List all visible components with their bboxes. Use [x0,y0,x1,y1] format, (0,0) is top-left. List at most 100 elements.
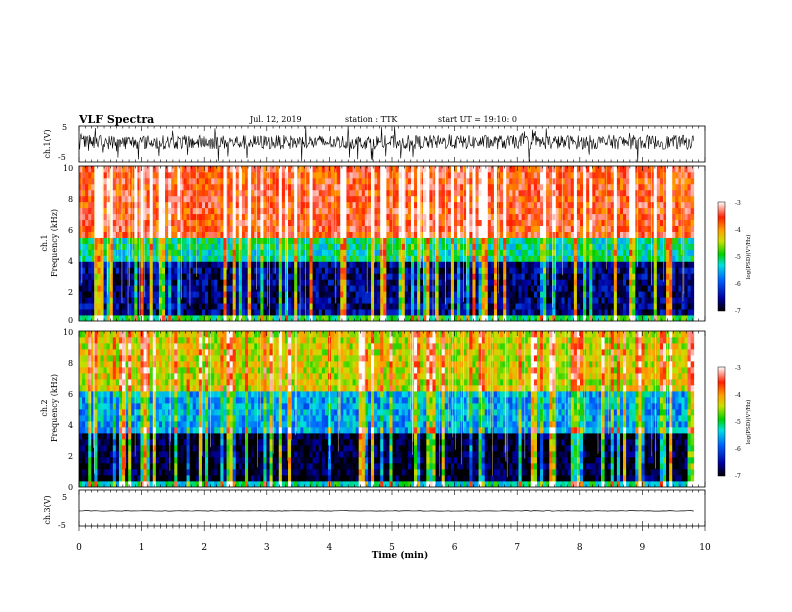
ch1-spectrogram-cell [521,207,526,215]
ch1-spectrogram-cell [607,261,612,268]
ch1-spectrogram-cell [650,303,655,310]
ch1-spectrogram-cell [586,195,590,203]
ch1-spectrogram-cell [549,291,553,298]
ch1-spectrogram-cell [457,303,461,310]
ch1-spectrogram-cell [395,279,400,286]
ch1-spectrogram-cell [524,243,529,250]
ch1-spectrogram-cell [186,255,191,262]
ch1-spectrogram-cell [552,315,556,321]
ch1-spectrogram-cell [564,166,569,173]
ch1-spectrogram-cell [561,219,566,227]
ch1-spectrogram-cell [515,237,519,244]
ch1-spectrogram-cell [146,297,151,304]
ch1-spectrogram-cell [626,237,630,244]
ch1-spectrogram-cell [251,219,255,227]
ch1-spectrogram-cell [595,171,599,179]
ch1-spectrogram-cell [460,231,464,238]
ch1-spectrogram-cell [524,225,529,232]
ch1-spectrogram-cell [177,261,181,268]
ch1-spectrogram-cell [414,207,418,215]
ch1-spectrogram-cell [297,231,301,238]
ch1-spectrogram-cell [653,201,658,209]
ch1-spectrogram-cell [604,315,609,321]
ch1-spectrogram-cell [174,309,178,316]
ch1-spectrogram-cell [238,255,243,262]
ch1-spectrogram-cell [410,303,415,310]
ch1-spectrogram-cell [457,177,461,185]
ch1-spectrogram-cell [469,177,473,185]
ch1-spectrogram-cell [429,291,433,298]
ch1-spectrogram-cell [294,285,298,292]
ch1-spectrogram-cell [589,285,593,292]
ch1-spectrogram-cell [321,195,326,203]
ch1-spectrogram-cell [174,303,178,310]
ch1-spectrogram-cell [377,225,381,232]
ch1-spectrogram-cell [235,267,240,274]
ch1-spectrogram-cell [484,219,489,227]
ch1-spectrogram-cell [395,249,400,256]
ch1-spectrogram-cell [607,207,612,215]
ch1-spectrogram-cell [420,261,424,268]
ch1-spectrogram-cell [589,267,593,274]
ch1-spectrogram-cell [306,267,310,274]
ch1-spectrogram-cell [536,177,541,185]
ch1-spectrogram-cell [644,303,649,310]
ch1-spectrogram-cell [500,201,504,209]
ch1-spectrogram-cell [601,291,605,298]
ch1-spectrogram-cell [524,303,529,310]
ch1-spectrogram-cell [629,315,633,321]
ch1-spectrogram-cell [106,267,111,274]
ch1-spectrogram-cell [349,261,353,268]
ch1-spectrogram-cell [278,285,283,292]
ch1-spectrogram-cell [85,267,89,274]
ch1-spectrogram-cell [134,177,138,185]
ch1-spectrogram-cell [318,297,323,304]
ch1-spectrogram-cell [340,171,344,179]
ch1-spectrogram-cell [515,273,519,280]
ch1-spectrogram-cell [429,195,433,203]
ch1-spectrogram-cell [444,315,449,321]
ch1-spectrogram-cell [152,166,157,173]
ch1-spectrogram-cell [536,171,541,179]
ch1-spectrogram-cell [146,171,151,179]
ch1-spectrogram-cell [530,225,535,232]
ch1-spectrogram-cell [610,249,615,256]
ch1-spectrogram-cell [100,207,104,215]
ch1-spectrogram-cell [174,249,178,256]
ch1-spectrogram-cell [149,213,154,221]
ch1-spectrogram-cell [352,267,357,274]
ch1-spectrogram-cell [125,189,129,197]
ch1-spectrogram-cell [337,267,341,274]
ch1-spectrogram-cell [118,237,123,244]
ch1-spectrogram-cell [232,279,237,286]
ch1-spectrogram-cell [435,297,440,304]
ch1-spectrogram-cell [398,255,403,262]
ch1-spectrogram-cell [576,225,581,232]
ch1-spectrogram-cell [518,177,522,185]
ch1-spectrogram-cell [626,219,630,227]
ch1-spectrogram-cell [223,291,227,298]
ch1-spectrogram-cell [352,297,357,304]
ch1-spectrogram-cell [404,243,409,250]
ch1-spectrogram-cell [272,315,277,321]
ch1-spectrogram-cell [201,261,206,268]
ch1-spectrogram-cell [208,219,212,227]
ch1-spectrogram-cell [666,243,670,250]
ch1-spectrogram-cell [426,231,430,238]
ch1-spectrogram-cell [309,213,313,221]
ch1-spectrogram-cell [371,166,375,173]
ch1-spectrogram-cell [463,166,467,173]
ch1-spectrogram-cell [137,315,141,321]
ch1-spectrogram-cell [232,201,237,209]
ch1-spectrogram-cell [300,285,304,292]
ch1-spectrogram-cell [217,285,221,292]
ch1-spectrogram-cell [404,231,409,238]
ch1-spectrogram-cell [521,219,526,227]
ch1-spectrogram-cell [266,219,270,227]
ch1-spectrogram-cell [484,195,489,203]
ch1-spectrogram-cell [358,177,363,185]
ch1-spectrogram-cell [269,207,274,215]
ch1-spectrogram-cell [589,279,593,286]
ch1-spectrogram-cell [592,177,596,185]
ch1-spectrogram-cell [88,213,92,221]
